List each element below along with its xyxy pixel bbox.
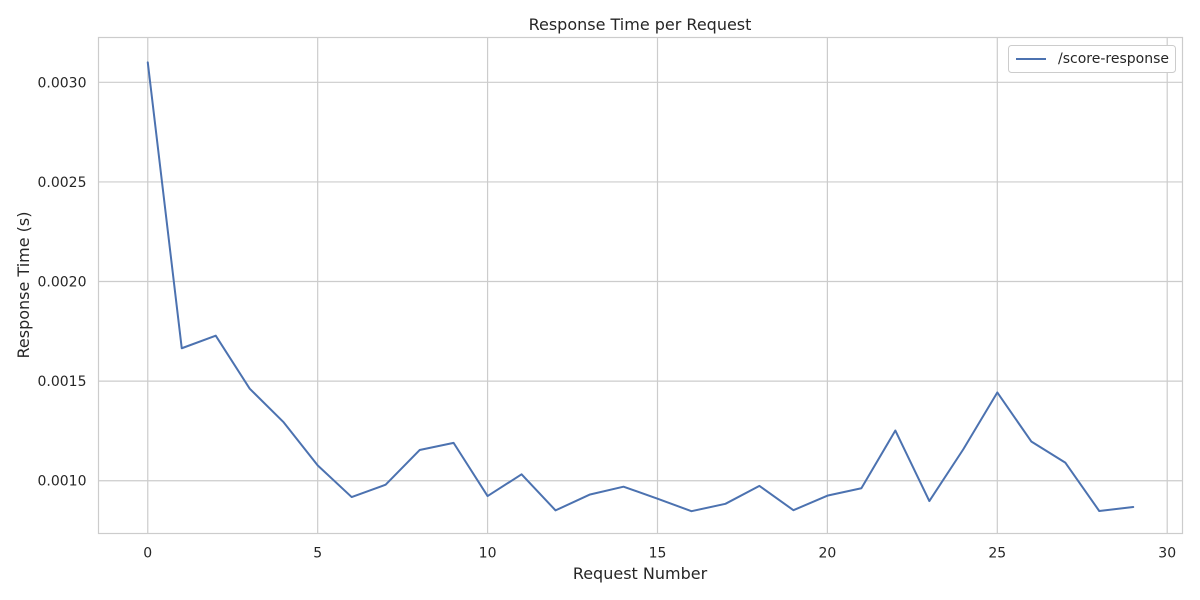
x-axis-label: Request Number (573, 564, 708, 583)
y-tick-label: 0.0010 (38, 474, 87, 490)
x-tick-label: 25 (988, 546, 1006, 562)
legend-label-score-response: /score-response (1058, 51, 1169, 67)
y-tick-label: 0.0015 (38, 374, 87, 390)
grid-layer (98, 37, 1183, 534)
y-tick-label: 0.0020 (38, 275, 87, 291)
x-tick-label: 10 (479, 546, 497, 562)
y-tick-label: 0.0025 (38, 175, 87, 191)
series-layer (146, 61, 1135, 513)
chart-title: Response Time per Request (529, 15, 752, 34)
tick-layer: 0 5 10 15 20 25 30 0.0010 0.0015 0.0020 0.0025 0.00… (38, 75, 1177, 561)
legend: /score-response (1008, 45, 1176, 73)
x-tick-label: 30 (1158, 546, 1176, 562)
plot-frame (97, 36, 1184, 535)
y-tick-label: 0.0030 (38, 75, 87, 91)
series-line-score-response (146, 61, 1135, 513)
x-tick-label: 0 (143, 546, 152, 562)
legend-box (1008, 45, 1176, 73)
x-tick-label: 15 (649, 546, 667, 562)
y-axis-label: Response Time (s) (14, 212, 33, 359)
x-tick-label: 5 (313, 546, 322, 562)
x-tick-label: 20 (818, 546, 836, 562)
